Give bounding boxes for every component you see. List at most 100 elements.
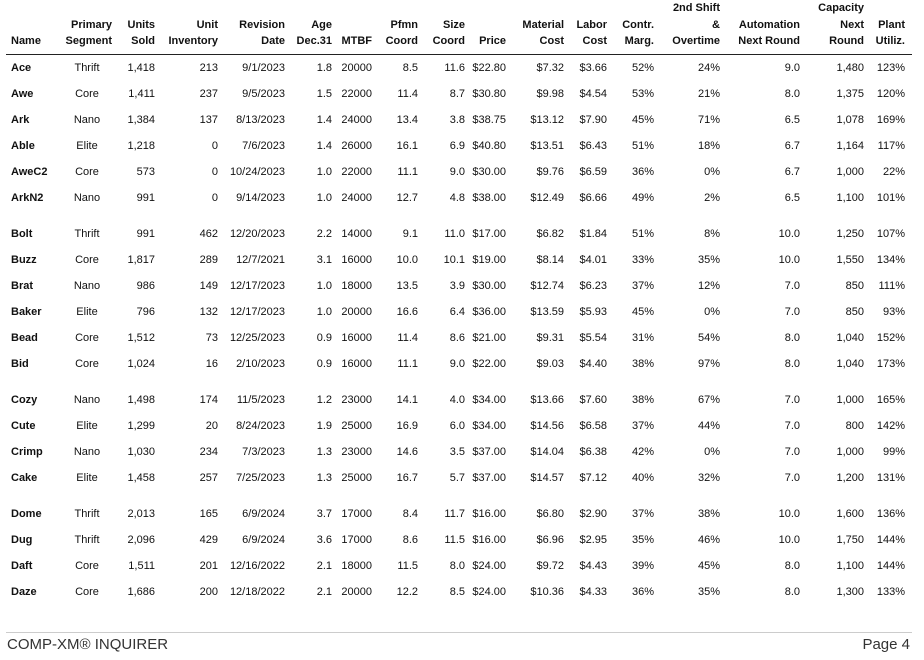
cell: 8.5 (402, 62, 418, 74)
column-header: Size (442, 18, 465, 31)
cell: 3.9 (449, 280, 465, 292)
cell: 1,250 (836, 228, 864, 240)
cell: 9/5/2023 (242, 88, 285, 100)
cell: 7.0 (784, 394, 800, 406)
cell: 1.0 (316, 166, 332, 178)
cell: 67% (697, 394, 720, 406)
product-name: Buzz (11, 254, 37, 266)
cell: 37% (631, 280, 654, 292)
cell: $4.40 (579, 358, 607, 370)
cell: 9.1 (402, 228, 418, 240)
cell: $6.66 (579, 192, 607, 204)
column-header: Marg. (624, 35, 654, 47)
cell: $14.04 (530, 446, 564, 458)
cell: 22000 (341, 88, 372, 100)
cell: 17000 (341, 508, 372, 520)
product-name: Able (11, 140, 35, 152)
cell: 991 (136, 192, 155, 204)
cell: 1,040 (836, 358, 864, 370)
column-header: Plant (878, 18, 905, 31)
cell: 1,750 (836, 534, 864, 546)
cell: 10.1 (443, 254, 465, 266)
cell: 36% (631, 166, 654, 178)
column-header: Coord (385, 35, 418, 47)
cell: 257 (199, 472, 218, 484)
cell: Thrift (74, 62, 100, 74)
cell: 800 (845, 420, 864, 432)
cell: 40% (631, 472, 654, 484)
cell: 25000 (341, 420, 372, 432)
column-header: Labor (576, 18, 607, 31)
cell: 8.6 (449, 332, 465, 344)
cell: 39% (631, 560, 654, 572)
footer-right: Page 4 (862, 636, 910, 653)
cell: 18000 (341, 280, 372, 292)
cell: 24000 (341, 114, 372, 126)
cell: $4.54 (579, 88, 607, 100)
cell: 6.5 (784, 192, 800, 204)
cell: 1,511 (128, 560, 155, 572)
product-name: Brat (11, 280, 34, 292)
product-name: Bid (11, 358, 29, 370)
footer-left: COMP-XM® INQUIRER (7, 636, 169, 653)
cell: Elite (76, 420, 98, 432)
cell: 10/24/2023 (229, 166, 285, 178)
cell: $4.01 (579, 254, 607, 266)
cell: 2.2 (316, 228, 332, 240)
cell: $6.38 (579, 446, 607, 458)
cell: $13.51 (530, 140, 564, 152)
cell: 12/16/2022 (229, 560, 285, 572)
cell: 12/25/2023 (229, 332, 285, 344)
cell: 12.2 (396, 586, 418, 598)
cell: 11.7 (444, 508, 465, 520)
cell: $6.59 (579, 166, 607, 178)
cell: $24.00 (472, 586, 506, 598)
cell: 0.9 (316, 332, 332, 344)
cell: $6.58 (579, 420, 607, 432)
cell: $19.00 (472, 254, 506, 266)
cell: 201 (199, 560, 218, 572)
product-name: Ace (11, 62, 32, 74)
cell: $36.00 (472, 306, 506, 318)
cell: 1.5 (316, 88, 332, 100)
cell: 134% (876, 254, 905, 266)
cell: 12/7/2021 (236, 254, 285, 266)
cell: 23000 (341, 446, 372, 458)
column-header: Price (479, 35, 506, 47)
cell: 10.0 (778, 508, 800, 520)
cell: $9.72 (536, 560, 564, 572)
cell: 1,686 (127, 586, 155, 598)
cell: 12/18/2022 (229, 586, 285, 598)
cell: 44% (697, 420, 720, 432)
cell: 1,600 (836, 508, 864, 520)
column-header: Units (127, 18, 156, 31)
product-name: Cake (11, 472, 38, 484)
cell: 18% (697, 140, 720, 152)
cell: 11/5/2023 (236, 394, 285, 406)
cell: 6.4 (449, 306, 465, 318)
cell: $9.31 (536, 332, 564, 344)
column-header: Sold (131, 35, 155, 47)
cell: Core (75, 358, 99, 370)
cell: 9.0 (449, 166, 465, 178)
cell: 1,550 (836, 254, 864, 266)
cell: 165% (876, 394, 905, 406)
column-header: Utiliz. (875, 35, 905, 47)
cell: $4.33 (579, 586, 607, 598)
cell: 9/1/2023 (242, 62, 285, 74)
cell: 16.6 (396, 306, 418, 318)
column-header: Next Round (738, 35, 800, 47)
cell: $12.49 (530, 192, 564, 204)
cell: 1,480 (836, 62, 864, 74)
cell: 14.6 (396, 446, 418, 458)
cell: 26000 (341, 140, 372, 152)
cell: $5.54 (579, 332, 607, 344)
cell: 165 (199, 508, 218, 520)
cell: 1,100 (836, 192, 864, 204)
cell: 144% (876, 560, 905, 572)
cell: 52% (631, 62, 654, 74)
cell: 49% (631, 192, 654, 204)
cell: $7.60 (579, 394, 607, 406)
cell: 22000 (341, 166, 372, 178)
cell: Thrift (74, 228, 100, 240)
